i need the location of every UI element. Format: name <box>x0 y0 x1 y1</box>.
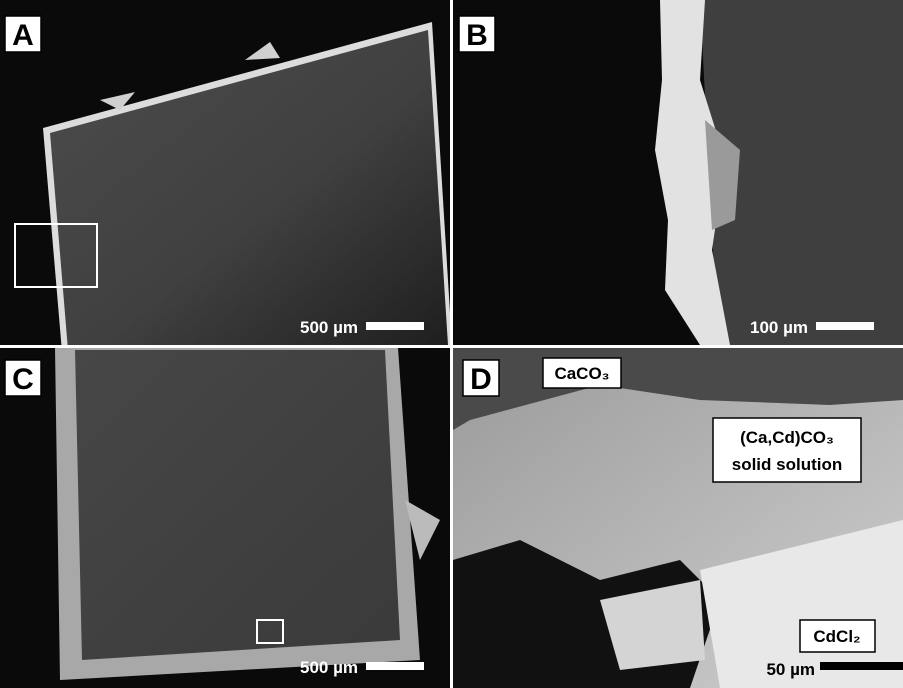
panel-d: 50 µm CaCO₃ (Ca,Cd)CO₃ solid solution Cd… <box>453 348 903 688</box>
panel-letter: D <box>470 363 492 396</box>
panel-letter: A <box>12 19 34 52</box>
scale-label: 500 µm <box>300 658 358 677</box>
scale-label: 50 µm <box>766 660 815 679</box>
panel-letter: C <box>12 363 34 396</box>
mineral-label: (Ca,Cd)CO₃ <box>740 428 834 447</box>
panel-letter: B <box>466 19 488 52</box>
mineral-label: CdCl₂ <box>813 627 860 646</box>
scale-label: 100 µm <box>750 318 808 337</box>
panel-c: 500 µm <box>0 348 450 688</box>
scale-label: 500 µm <box>300 318 358 337</box>
figure: 500 µm A 100 µm B 500 µm C 50 µm CaCO₃ ( <box>0 0 903 688</box>
mineral-label: CaCO₃ <box>554 364 609 383</box>
mineral-label: solid solution <box>732 455 843 474</box>
panel-b: 100 µm <box>453 0 903 345</box>
panel-a: 500 µm <box>0 0 452 352</box>
